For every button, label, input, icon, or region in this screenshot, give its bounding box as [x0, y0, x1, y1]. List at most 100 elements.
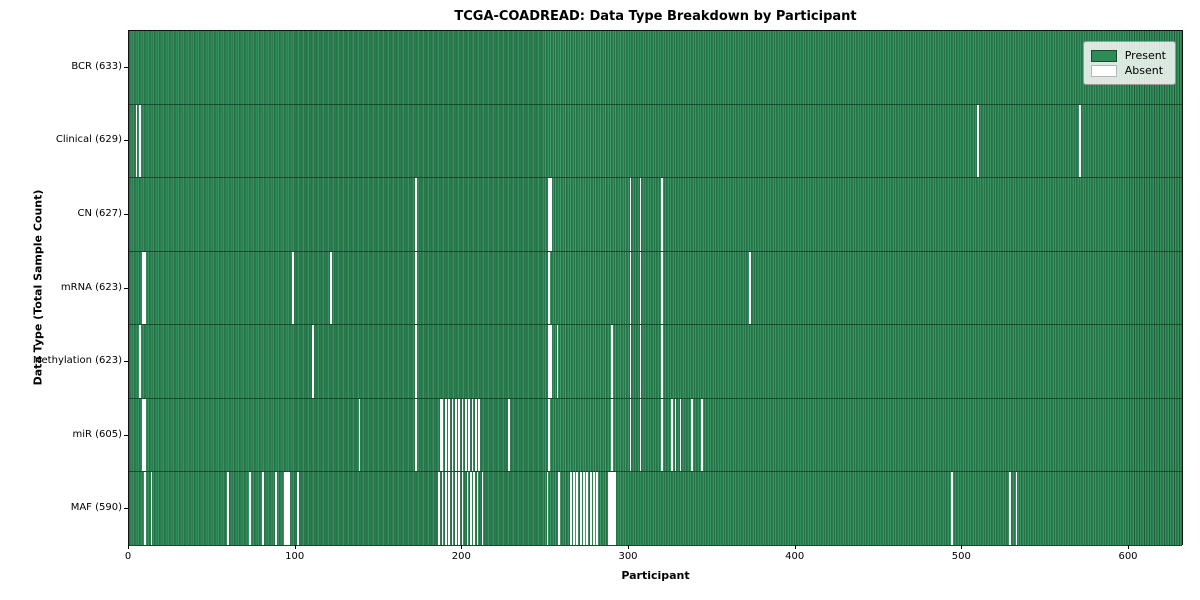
ytick-mark: [124, 287, 128, 289]
xtick-mark: [461, 545, 463, 549]
absent-stripe: [438, 472, 441, 545]
xtick-mark: [128, 545, 129, 549]
present-swatch-icon: [1090, 49, 1117, 62]
xtick-mark: [794, 545, 796, 549]
absent-stripe: [330, 251, 333, 325]
row-band-miR: [129, 398, 1182, 473]
absent-stripe: [466, 472, 469, 545]
absent-stripe: [608, 472, 610, 545]
absent-stripe: [629, 325, 632, 398]
ytick-label-mRNA: mRNA (623): [60, 281, 122, 293]
row-band-BCR: [129, 31, 1182, 105]
absent-stripe: [549, 178, 552, 251]
ytick-label-Methylation: Methylation (623): [32, 355, 122, 367]
absent-stripe: [227, 472, 229, 545]
absent-stripe: [639, 251, 642, 325]
ytick-mark: [124, 508, 128, 510]
absent-stripe: [288, 472, 291, 545]
absent-stripe: [639, 178, 642, 251]
absent-stripe: [549, 325, 552, 398]
absent-stripe: [629, 398, 632, 472]
absent-stripe: [661, 251, 664, 325]
ytick-label-MAF: MAF (590): [70, 502, 122, 514]
legend-entry-present: Present: [1090, 49, 1166, 62]
absent-stripe: [596, 472, 599, 545]
absent-stripe: [1008, 472, 1011, 545]
absent-stripe: [950, 472, 953, 545]
absent-stripe: [143, 251, 146, 325]
absent-stripe: [573, 472, 575, 545]
absent-stripe: [977, 104, 980, 178]
xtick-label-400: 400: [785, 551, 805, 562]
absent-stripe: [586, 472, 589, 545]
row-band-Clinical: [129, 104, 1182, 179]
absent-stripe: [478, 398, 481, 472]
absent-stripe: [150, 472, 153, 545]
absent-stripe: [473, 472, 476, 545]
absent-stripe: [661, 398, 664, 472]
absent-stripe: [458, 472, 461, 545]
absent-stripe: [142, 398, 145, 472]
ytick-label-miR: miR (605): [72, 428, 122, 440]
absent-stripe: [476, 472, 479, 545]
absent-stripe: [611, 325, 614, 398]
xtick-label-0: 0: [124, 551, 132, 562]
absent-stripe: [593, 472, 595, 545]
absent-stripe: [548, 251, 550, 325]
legend-absent-label: Absent: [1124, 64, 1164, 77]
absent-stripe: [358, 398, 361, 472]
absent-stripe: [614, 472, 617, 545]
xtick-mark: [628, 545, 629, 549]
absent-stripe: [297, 472, 299, 545]
absent-stripe: [701, 398, 703, 472]
absent-stripe: [508, 398, 510, 472]
absent-stripe: [441, 472, 444, 545]
absent-stripe: [283, 472, 286, 545]
absent-stripe: [451, 398, 454, 472]
xtick-mark: [1128, 545, 1129, 549]
absent-stripe: [548, 178, 550, 251]
absent-stripe: [639, 398, 642, 472]
absent-stripe: [461, 472, 464, 545]
absent-stripe: [1015, 472, 1018, 545]
absent-stripe: [470, 472, 472, 545]
absent-stripe: [415, 398, 417, 472]
absent-stripe: [471, 398, 474, 472]
xtick-mark: [294, 545, 296, 549]
absent-stripe: [142, 251, 145, 325]
ytick-mark: [124, 66, 128, 68]
absent-stripe: [583, 472, 585, 545]
ytick-mark: [124, 140, 128, 142]
absent-stripe: [275, 472, 278, 545]
absent-stripe: [311, 325, 314, 398]
absent-stripe: [448, 398, 451, 472]
xtick-label-300: 300: [618, 551, 638, 562]
ytick-mark: [124, 213, 128, 215]
ytick-label-CN: CN (627): [77, 207, 122, 219]
absent-stripe: [481, 472, 484, 545]
row-band-CN: [129, 178, 1182, 252]
xtick-label-500: 500: [951, 551, 971, 562]
ytick-mark: [124, 434, 128, 436]
row-band-mRNA: [129, 251, 1182, 326]
absent-stripe: [558, 472, 560, 545]
absent-stripe: [287, 472, 289, 545]
absent-stripe: [468, 398, 471, 472]
xtick-label-200: 200: [451, 551, 471, 562]
xtick-label-100: 100: [285, 551, 305, 562]
absent-stripe: [548, 325, 550, 398]
absent-stripe: [448, 472, 451, 545]
absent-stripe: [445, 472, 447, 545]
absent-stripe: [611, 472, 614, 545]
absent-stripe: [613, 472, 615, 545]
absent-stripe: [674, 398, 677, 472]
legend: Present Absent: [1082, 41, 1176, 85]
absent-stripe: [589, 472, 592, 545]
absent-stripe: [579, 472, 582, 545]
xtick-mark: [961, 545, 963, 549]
legend-present-label: Present: [1124, 49, 1166, 62]
plot-area: Present Absent: [128, 30, 1183, 546]
absent-stripe: [138, 104, 141, 178]
absent-stripe: [440, 398, 442, 472]
absent-stripe: [451, 472, 454, 545]
